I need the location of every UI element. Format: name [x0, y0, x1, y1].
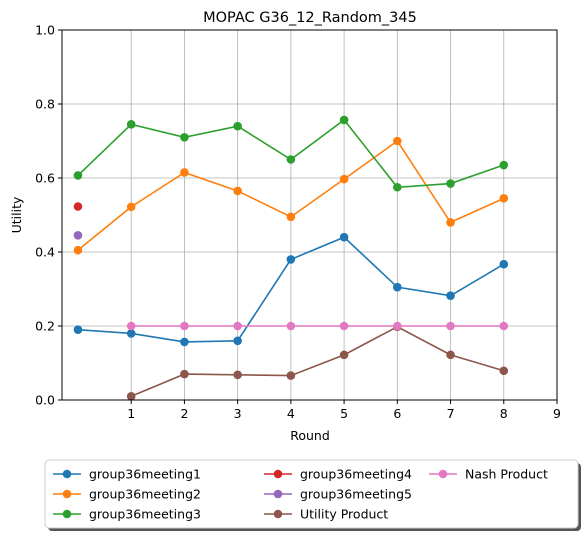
- data-point: [127, 203, 136, 212]
- data-point: [233, 371, 242, 380]
- legend-marker: [439, 470, 448, 479]
- data-point: [340, 233, 349, 242]
- y-tick-label: 0.4: [35, 245, 55, 260]
- grid-layer: [62, 30, 557, 400]
- series-line: [131, 327, 504, 397]
- data-point: [446, 291, 455, 300]
- data-point: [287, 371, 296, 380]
- data-point: [180, 133, 189, 142]
- data-point: [127, 329, 136, 338]
- legend-label: group36meeting1: [89, 467, 201, 482]
- x-tick-label: 1: [127, 406, 135, 421]
- legend-marker: [274, 510, 283, 519]
- data-point: [287, 155, 296, 164]
- data-point: [499, 322, 508, 331]
- legend-label: group36meeting4: [300, 467, 412, 482]
- x-axis-label: Round: [290, 428, 330, 443]
- legend-marker: [63, 490, 72, 499]
- x-tick-label: 7: [447, 406, 455, 421]
- legend-marker: [274, 490, 283, 499]
- y-tick-label: 0.2: [35, 319, 55, 334]
- data-point: [180, 370, 189, 379]
- data-point: [233, 187, 242, 196]
- data-point: [287, 255, 296, 264]
- x-tick-label: 3: [234, 406, 242, 421]
- data-point: [233, 322, 242, 331]
- y-axis-label: Utility: [9, 196, 24, 233]
- legend-label: group36meeting5: [300, 487, 412, 502]
- legend-marker: [63, 510, 72, 519]
- data-point: [393, 283, 402, 292]
- x-tick-label: 5: [340, 406, 348, 421]
- data-point: [233, 122, 242, 131]
- data-point: [74, 246, 83, 255]
- data-point: [340, 175, 349, 184]
- data-point: [180, 338, 189, 347]
- data-point: [446, 179, 455, 188]
- y-tick-label: 1.0: [35, 23, 55, 38]
- data-point: [340, 351, 349, 360]
- data-point: [127, 392, 136, 401]
- legend-label: Utility Product: [300, 507, 388, 522]
- data-point: [287, 322, 296, 331]
- data-point: [180, 322, 189, 331]
- data-point: [233, 337, 242, 346]
- y-tick-label: 0.8: [35, 97, 55, 112]
- legend-label: Nash Product: [465, 467, 548, 482]
- data-point: [393, 137, 402, 146]
- legend-label: group36meeting3: [89, 507, 201, 522]
- data-point: [393, 183, 402, 192]
- y-tick-label: 0.0: [35, 393, 55, 408]
- chart-title: MOPAC G36_12_Random_345: [203, 10, 417, 26]
- x-tick-label: 4: [287, 406, 295, 421]
- x-tick-label: 2: [180, 406, 188, 421]
- plot-frame: [62, 30, 557, 400]
- data-point: [74, 171, 83, 180]
- data-point: [446, 218, 455, 227]
- x-tick-label: 6: [393, 406, 401, 421]
- data-point: [499, 194, 508, 203]
- data-point: [180, 168, 189, 177]
- data-point: [446, 322, 455, 331]
- data-point: [74, 231, 83, 240]
- data-point: [127, 120, 136, 129]
- data-point: [74, 325, 83, 334]
- data-point: [127, 322, 136, 331]
- legend-marker: [63, 470, 72, 479]
- legend-marker: [274, 470, 283, 479]
- legend-label: group36meeting2: [89, 487, 201, 502]
- data-point: [499, 161, 508, 170]
- data-point: [340, 322, 349, 331]
- data-point: [499, 260, 508, 269]
- y-tick-label: 0.6: [35, 171, 55, 186]
- x-tick-label: 9: [553, 406, 561, 421]
- data-point: [340, 116, 349, 125]
- x-tick-label: 8: [500, 406, 508, 421]
- data-point: [499, 366, 508, 375]
- data-point: [446, 351, 455, 360]
- data-point: [74, 202, 83, 211]
- data-point: [287, 213, 296, 222]
- data-point: [393, 322, 402, 331]
- legend: group36meeting1 group36meeting2 group36mee…: [45, 460, 581, 531]
